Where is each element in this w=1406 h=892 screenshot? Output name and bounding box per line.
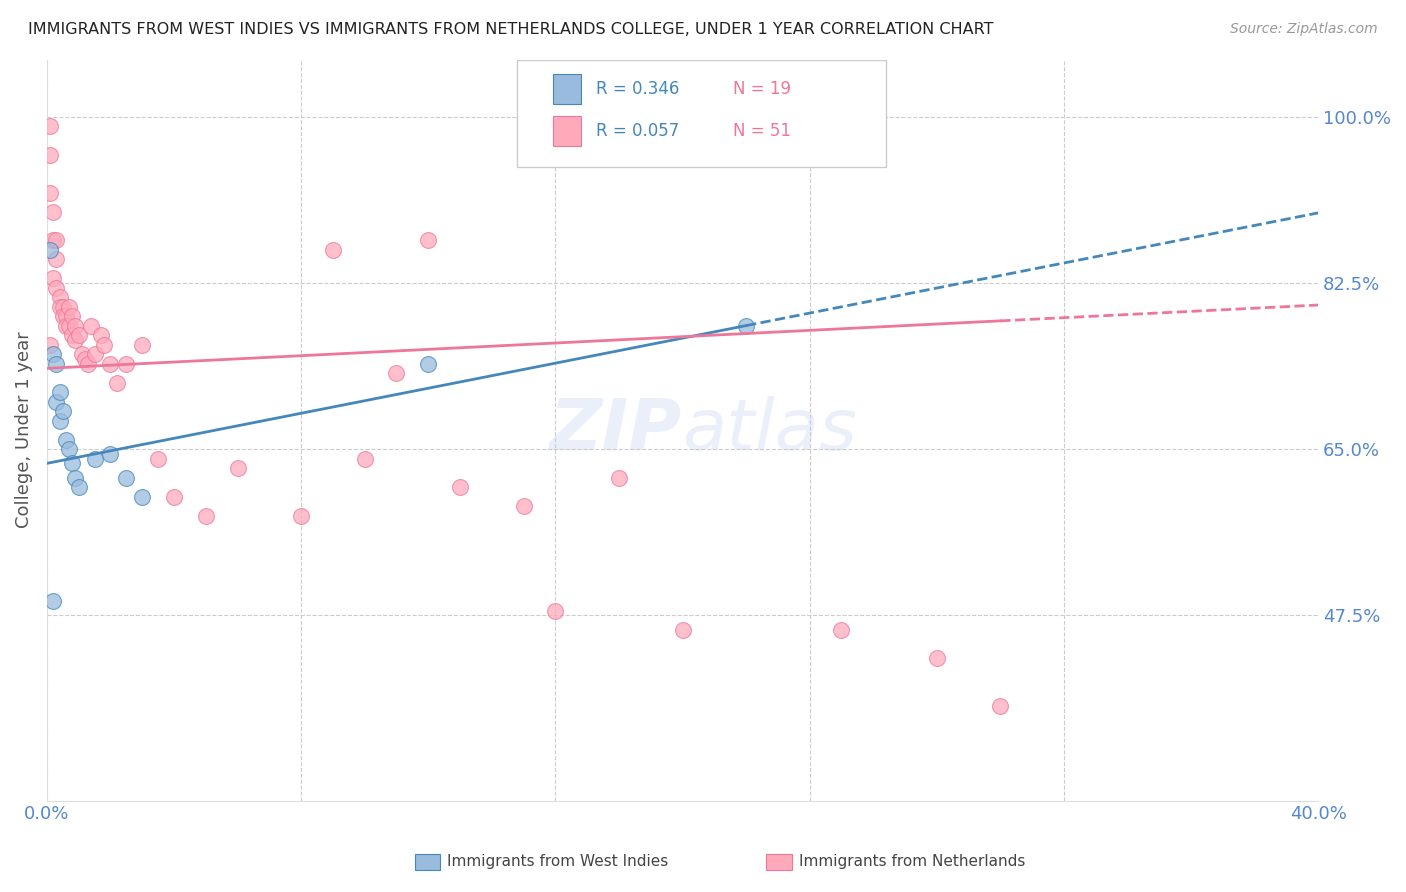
Point	[80, 318, 103, 333]
Point	[67, 480, 90, 494]
Point	[60, 328, 83, 343]
Point	[131, 490, 153, 504]
FancyBboxPatch shape	[553, 74, 581, 104]
Point	[131, 337, 153, 351]
Point	[58, 318, 80, 333]
Point	[322, 243, 344, 257]
Text: Source: ZipAtlas.com: Source: ZipAtlas.com	[1230, 22, 1378, 37]
Point	[45, 233, 67, 247]
Point	[52, 404, 75, 418]
Text: ZIP: ZIP	[550, 396, 682, 465]
Point	[48, 300, 70, 314]
Point	[988, 698, 1011, 713]
Point	[146, 451, 169, 466]
FancyBboxPatch shape	[517, 60, 886, 167]
Point	[45, 280, 67, 294]
Point	[925, 651, 948, 665]
Text: N = 19: N = 19	[734, 80, 792, 98]
Point	[39, 243, 62, 257]
Point	[65, 318, 87, 333]
Y-axis label: College, Under 1 year: College, Under 1 year	[15, 332, 32, 528]
Point	[42, 204, 65, 219]
Point	[39, 337, 62, 351]
Point	[55, 318, 77, 333]
Point	[42, 233, 65, 247]
Point	[42, 594, 65, 608]
Point	[70, 347, 93, 361]
Point	[194, 508, 217, 523]
Point	[60, 309, 83, 323]
Point	[45, 357, 67, 371]
Point	[39, 186, 62, 200]
Point	[48, 385, 70, 400]
Point	[60, 456, 83, 470]
Text: Immigrants from West Indies: Immigrants from West Indies	[447, 855, 668, 869]
Point	[418, 357, 440, 371]
Point	[77, 357, 100, 371]
Point	[58, 300, 80, 314]
Point	[52, 300, 75, 314]
Point	[418, 233, 440, 247]
Point	[100, 357, 122, 371]
Point	[39, 119, 62, 133]
Point	[39, 147, 62, 161]
Point	[48, 414, 70, 428]
Point	[93, 337, 115, 351]
Point	[735, 318, 758, 333]
Text: N = 51: N = 51	[734, 122, 792, 140]
Text: IMMIGRANTS FROM WEST INDIES VS IMMIGRANTS FROM NETHERLANDS COLLEGE, UNDER 1 YEAR: IMMIGRANTS FROM WEST INDIES VS IMMIGRANT…	[28, 22, 994, 37]
Point	[385, 366, 408, 380]
Point	[671, 623, 693, 637]
Text: R = 0.057: R = 0.057	[596, 122, 679, 140]
Point	[226, 461, 249, 475]
Point	[67, 328, 90, 343]
Point	[830, 623, 852, 637]
Point	[115, 470, 138, 484]
Point	[52, 309, 75, 323]
Point	[449, 480, 471, 494]
Point	[45, 394, 67, 409]
Text: atlas: atlas	[682, 396, 858, 465]
Text: R = 0.346: R = 0.346	[596, 80, 679, 98]
Point	[544, 604, 567, 618]
Point	[163, 490, 186, 504]
Text: Immigrants from Netherlands: Immigrants from Netherlands	[799, 855, 1025, 869]
Point	[42, 347, 65, 361]
Point	[48, 290, 70, 304]
Point	[55, 433, 77, 447]
Point	[55, 309, 77, 323]
Point	[83, 451, 105, 466]
Point	[65, 470, 87, 484]
Point	[83, 347, 105, 361]
Point	[290, 508, 312, 523]
Point	[100, 447, 122, 461]
Point	[353, 451, 375, 466]
Point	[58, 442, 80, 456]
Point	[42, 271, 65, 285]
Point	[45, 252, 67, 266]
Point	[65, 333, 87, 347]
Point	[512, 499, 534, 513]
FancyBboxPatch shape	[553, 116, 581, 145]
Point	[115, 357, 138, 371]
Point	[90, 328, 112, 343]
Point	[607, 470, 630, 484]
Point	[105, 376, 128, 390]
Point	[73, 351, 96, 366]
